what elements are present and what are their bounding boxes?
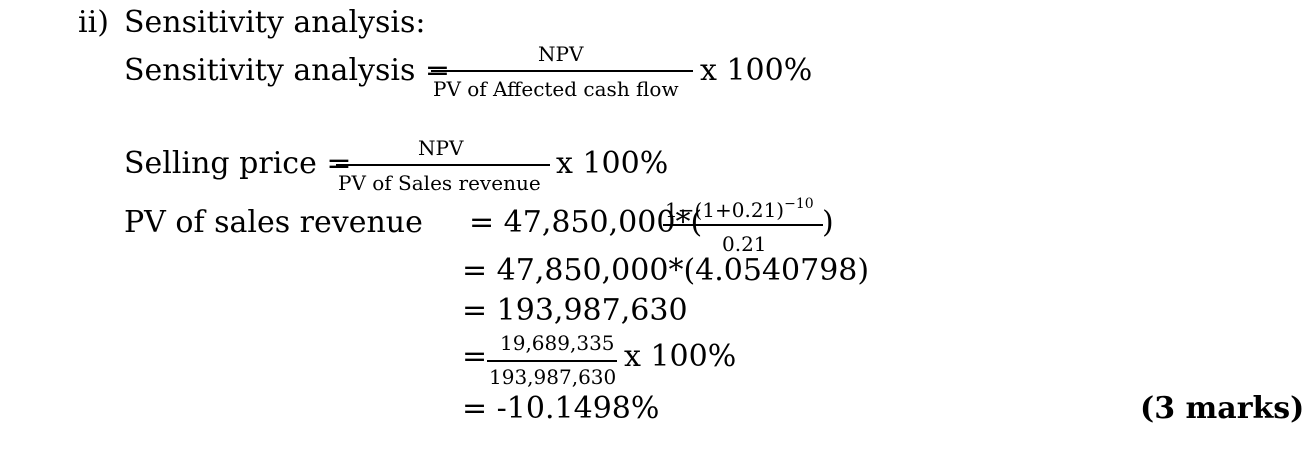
pv-line1-numerator-main: 1−(1+0.21): [665, 198, 785, 222]
marks-label: (3 marks): [1140, 391, 1305, 426]
pv-line1-denominator: 0.21: [722, 232, 767, 256]
pv-line4-denominator: 193,987,630: [489, 365, 617, 389]
pv-line1-prefix: = 47,850,000*(: [469, 205, 703, 240]
pv-label: PV of sales revenue: [124, 205, 423, 240]
formula2-lhs: Selling price =: [124, 146, 352, 181]
formula2-numerator: NPV: [418, 136, 464, 160]
formula2-fraction-bar: [336, 164, 550, 166]
pv-line4-fraction-bar: [487, 360, 617, 362]
section-label: ii): [78, 5, 109, 40]
pv-line4-equals: =: [462, 339, 488, 374]
formula2-denominator: PV of Sales revenue: [338, 171, 541, 195]
formula1-multiplier: x 100%: [700, 53, 813, 88]
pv-line4-numerator: 19,689,335: [500, 331, 615, 355]
pv-line1-numerator: 1−(1+0.21)−10: [665, 197, 814, 222]
pv-line1-fraction-bar: [663, 224, 823, 226]
pv-line1-suffix: ): [822, 205, 834, 240]
pv-line2: = 47,850,000*(4.0540798): [462, 253, 870, 288]
formula1-fraction-bar: [431, 70, 693, 72]
pv-line3: = 193,987,630: [462, 293, 688, 328]
pv-line4-multiplier: x 100%: [624, 339, 737, 374]
formula1-lhs: Sensitivity analysis =: [124, 53, 451, 88]
section-title: Sensitivity analysis:: [124, 5, 426, 40]
formula1-denominator: PV of Affected cash flow: [433, 77, 679, 101]
formula2-multiplier: x 100%: [556, 146, 669, 181]
pv-line1-numerator-exponent: −10: [784, 196, 814, 212]
formula1-numerator: NPV: [538, 42, 584, 66]
pv-line5: = -10.1498%: [462, 391, 660, 426]
